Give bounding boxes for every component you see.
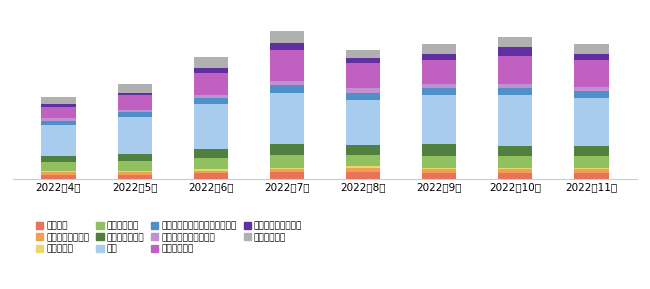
Bar	[499, 147, 532, 156]
Bar	[270, 86, 304, 92]
Bar	[270, 172, 304, 179]
Bar	[270, 50, 304, 81]
Bar	[422, 168, 456, 169]
Bar	[42, 175, 75, 179]
Bar	[118, 92, 151, 95]
Bar	[499, 156, 532, 168]
Bar	[499, 88, 532, 95]
Bar	[422, 169, 456, 173]
Bar	[346, 166, 380, 168]
Bar	[575, 156, 608, 168]
Bar	[346, 168, 380, 172]
Bar	[194, 173, 228, 179]
Bar	[194, 98, 228, 104]
Bar	[270, 144, 304, 155]
Bar	[118, 171, 151, 172]
Bar	[118, 112, 151, 117]
Bar	[422, 173, 456, 179]
Bar	[346, 172, 380, 179]
Bar	[499, 168, 532, 169]
Bar	[575, 44, 608, 54]
Bar	[194, 68, 228, 73]
Bar	[118, 154, 151, 161]
Bar	[42, 156, 75, 162]
Bar	[346, 100, 380, 145]
Bar	[270, 43, 304, 50]
Bar	[346, 58, 380, 63]
Legend: オフィス, 医療・介護・福祉, 廃棄物処理, ホテル・旅館, 清掃・ビル管理, 製造, 語学・教育・インストラクター, 販売・接客・サービス, 軽作業・物流, : オフィス, 医療・介護・福祉, 廃棄物処理, ホテル・旅館, 清掃・ビル管理, …	[36, 221, 302, 254]
Bar	[499, 37, 532, 47]
Bar	[499, 84, 532, 88]
Bar	[270, 155, 304, 168]
Bar	[346, 155, 380, 166]
Bar	[422, 95, 456, 144]
Bar	[499, 55, 532, 84]
Bar	[270, 32, 304, 43]
Bar	[422, 88, 456, 95]
Bar	[194, 171, 228, 173]
Bar	[270, 168, 304, 169]
Bar	[194, 169, 228, 171]
Bar	[422, 84, 456, 88]
Bar	[42, 97, 75, 104]
Bar	[118, 172, 151, 175]
Bar	[118, 117, 151, 154]
Bar	[270, 92, 304, 144]
Bar	[270, 169, 304, 172]
Bar	[42, 162, 75, 171]
Bar	[346, 145, 380, 155]
Bar	[575, 169, 608, 173]
Bar	[118, 175, 151, 179]
Bar	[42, 172, 75, 175]
Bar	[499, 169, 532, 173]
Bar	[42, 107, 75, 118]
Bar	[194, 149, 228, 158]
Bar	[499, 47, 532, 55]
Bar	[194, 158, 228, 169]
Bar	[422, 54, 456, 60]
Bar	[575, 173, 608, 179]
Bar	[346, 92, 380, 100]
Bar	[575, 147, 608, 156]
Bar	[118, 95, 151, 110]
Bar	[118, 84, 151, 92]
Bar	[575, 60, 608, 87]
Bar	[346, 50, 380, 58]
Bar	[346, 63, 380, 88]
Bar	[575, 54, 608, 60]
Bar	[575, 168, 608, 169]
Bar	[422, 60, 456, 84]
Bar	[575, 98, 608, 147]
Bar	[499, 95, 532, 147]
Bar	[422, 156, 456, 168]
Bar	[194, 95, 228, 98]
Bar	[42, 171, 75, 172]
Bar	[42, 121, 75, 125]
Bar	[575, 87, 608, 91]
Bar	[42, 104, 75, 107]
Bar	[422, 144, 456, 156]
Bar	[346, 88, 380, 92]
Bar	[194, 104, 228, 149]
Bar	[194, 73, 228, 95]
Bar	[575, 91, 608, 98]
Bar	[194, 57, 228, 68]
Bar	[270, 81, 304, 86]
Bar	[118, 110, 151, 112]
Bar	[42, 125, 75, 156]
Bar	[118, 161, 151, 171]
Bar	[42, 118, 75, 121]
Bar	[422, 44, 456, 54]
Bar	[499, 173, 532, 179]
